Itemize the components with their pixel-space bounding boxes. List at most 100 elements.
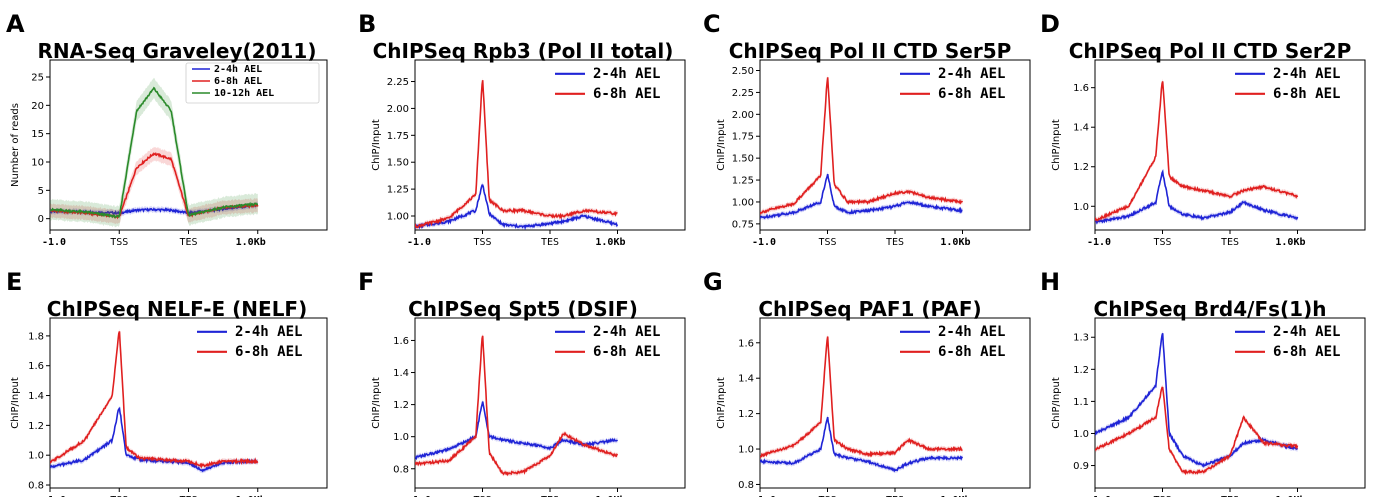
x-tick-label: 1.0Kb — [236, 495, 266, 497]
y-axis-label: ChIP/Input — [371, 377, 382, 429]
series-band — [1095, 78, 1298, 224]
x-tick-label: -1.0 — [407, 495, 431, 497]
y-tick-label: 1.6 — [738, 338, 754, 349]
legend-box — [185, 62, 320, 104]
x-tick-label: TSS — [818, 495, 836, 497]
legend-label: 2-4h AEL — [1273, 324, 1340, 340]
y-tick-label: 1.25 — [387, 185, 409, 196]
x-tick-label: TSS — [1153, 495, 1171, 497]
x-tick-label: -1.0 — [1087, 237, 1111, 248]
x-tick-label: -1.0 — [752, 237, 776, 248]
y-tick-label: 1.25 — [732, 176, 754, 187]
y-tick-label: 1.2 — [28, 421, 44, 432]
y-tick-label: 1.1 — [1073, 397, 1089, 408]
y-tick-label: 1.2 — [1073, 162, 1089, 173]
x-tick-label: TES — [179, 237, 197, 248]
y-tick-label: 1.8 — [28, 331, 44, 342]
series-line — [760, 173, 963, 220]
y-tick-label: 0.8 — [393, 464, 409, 475]
y-tick-label: 1.0 — [393, 432, 409, 443]
legend-label: 2-4h AEL — [593, 66, 660, 82]
legend-label: 6-8h AEL — [235, 344, 302, 360]
x-tick-label: 1.0Kb — [940, 495, 970, 497]
panel-title: RNA-Seq Graveley(2011) — [38, 39, 317, 63]
panel-title: ChIPSeq Pol II CTD Ser2P — [1069, 39, 1352, 63]
x-tick-label: TSS — [473, 495, 491, 497]
panel-f: F ChIPSeq Spt5 (DSIF) 0.8 1.0 1.2 1.4 1.6 ChIP/… — [358, 268, 686, 497]
y-tick-label: 1.50 — [732, 154, 754, 165]
series-line — [415, 401, 619, 461]
y-tick-label: 0.8 — [28, 481, 44, 492]
y-tick-label: 10 — [31, 158, 44, 169]
y-tick-label: 1.00 — [732, 197, 754, 208]
y-tick-label: 2.00 — [387, 104, 409, 115]
y-tick-label: 1.75 — [732, 132, 754, 143]
series-band — [760, 334, 963, 460]
y-tick-label: 1.0 — [1073, 429, 1089, 440]
x-tick-label: 1.0Kb — [940, 237, 970, 248]
y-axis-label: ChIP/Input — [1051, 119, 1062, 171]
x-tick-label: TSS — [110, 237, 128, 248]
y-axis-label: ChIP/Input — [1051, 377, 1062, 429]
y-axis-label: ChIP/Input — [716, 377, 727, 429]
series-band — [50, 328, 258, 469]
y-tick-label: 1.2 — [393, 400, 409, 411]
x-tick-label: TSS — [110, 495, 128, 497]
y-tick-label: 25 — [31, 73, 44, 84]
y-axis-label: ChIP/Input — [10, 377, 21, 429]
y-tick-label: 15 — [31, 129, 44, 140]
series-line — [760, 336, 963, 458]
legend-label: 2-4h AEL — [938, 66, 1005, 82]
x-tick-label: TES — [1221, 237, 1239, 248]
series-band — [1095, 169, 1298, 226]
series-line — [50, 86, 259, 219]
panel-d: D ChIPSeq Pol II CTD Ser2P 1.0 1.2 1.4 1.6 ChI… — [1040, 10, 1366, 248]
y-tick-label: 1.00 — [387, 212, 409, 223]
y-tick-label: 0.8 — [738, 480, 754, 491]
y-tick-label: 1.50 — [387, 158, 409, 169]
panel-e: E ChIPSeq NELF-E (NELF) 0.8 1.0 1.2 1.4 1.6 1.8… — [6, 268, 328, 497]
panel-a: A RNA-Seq Graveley(2011) 0 5 10 15 20 25 Number … — [6, 10, 328, 248]
y-tick-label: 2.25 — [387, 77, 409, 88]
x-tick-label: TSS — [473, 237, 491, 248]
y-tick-label: 1.6 — [1073, 83, 1089, 94]
y-tick-label: 20 — [31, 101, 44, 112]
y-tick-label: 0.9 — [1073, 461, 1089, 472]
x-tick-label: TSS — [1153, 237, 1171, 248]
legend-label: 6-8h AEL — [938, 344, 1005, 360]
panel-title: ChIPSeq Brd4/Fs(1)h — [1094, 297, 1327, 321]
panel-letter-f: F — [358, 268, 374, 296]
legend-label: 10-12h AEL — [214, 88, 274, 99]
panel-letter-b: B — [358, 10, 376, 38]
x-tick-label: 1.0Kb — [595, 495, 625, 497]
x-tick-label: -1.0 — [1087, 495, 1111, 497]
y-tick-label: 1.6 — [28, 361, 44, 372]
x-tick-label: TES — [541, 237, 559, 248]
x-tick-label: -1.0 — [407, 237, 431, 248]
panel-letter-e: E — [6, 268, 22, 296]
panel-c: C ChIPSeq Pol II CTD Ser5P 0.75 1.00 1.25 1.5… — [703, 10, 1031, 248]
legend-label: 2-4h AEL — [235, 324, 302, 340]
series-band — [415, 77, 618, 230]
y-tick-label: 1.75 — [387, 131, 409, 142]
legend-label: 6-8h AEL — [593, 344, 660, 360]
x-tick-label: -1.0 — [752, 495, 776, 497]
x-tick-label: TES — [179, 495, 197, 497]
series-line — [50, 406, 258, 473]
y-tick-label: 0 — [38, 214, 44, 225]
x-tick-label: 1.0Kb — [1275, 237, 1305, 248]
series-band — [1095, 330, 1298, 469]
y-tick-label: 1.2 — [738, 409, 754, 420]
x-tick-label: TES — [541, 495, 559, 497]
series-band — [415, 182, 618, 230]
panel-g: G ChIPSeq PAF1 (PAF) 0.8 1.0 1.2 1.4 1.6 ChIP/I… — [703, 268, 1031, 497]
panel-title: ChIPSeq PAF1 (PAF) — [758, 297, 981, 321]
panel-title: ChIPSeq NELF-E (NELF) — [47, 297, 307, 321]
x-tick-label: -1.0 — [42, 237, 66, 248]
series-line — [760, 416, 964, 473]
y-axis-label: Number of reads — [10, 103, 21, 187]
panel-h: H ChIPSeq Brd4/Fs(1)h 0.9 1.0 1.1 1.2 1.3 ChIP/… — [1040, 268, 1366, 497]
legend-label: 2-4h AEL — [1273, 66, 1340, 82]
legend-label: 6-8h AEL — [938, 86, 1005, 102]
